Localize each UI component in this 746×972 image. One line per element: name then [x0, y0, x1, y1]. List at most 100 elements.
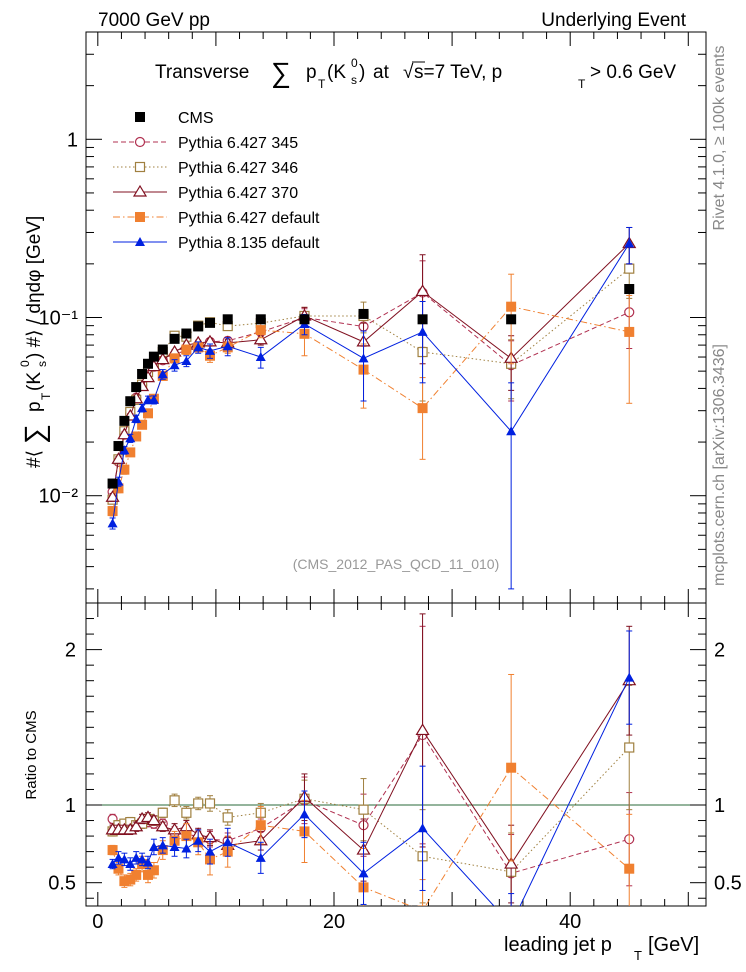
ratio-pythia-6-427-370 [105, 613, 637, 904]
title-k-open: (K [327, 62, 346, 83]
legend-marker [135, 112, 145, 122]
data-point [358, 868, 369, 878]
ylabel-sum: ∑ [19, 424, 50, 444]
data-point [255, 852, 266, 862]
ratio-y-tick-label-right: 2 [714, 640, 725, 662]
data-point [193, 798, 204, 809]
legend-marker [134, 161, 146, 173]
data-point [157, 840, 168, 850]
legend: CMS Pythia 6.427 345 Pythia 6.427 346 Pythi… [113, 110, 320, 252]
legend-marker [134, 136, 146, 148]
data-point [155, 352, 170, 365]
data-point [358, 353, 369, 363]
legend-entry: Pythia 6.427 default [113, 210, 320, 227]
data-point [107, 506, 118, 517]
ratio-y-tick-label: 2 [65, 640, 76, 662]
legend-label: Pythia 6.427 345 [178, 135, 298, 152]
data-point [119, 464, 130, 475]
ylabel-k-sup: 0 [18, 360, 32, 367]
data-point [255, 325, 266, 336]
data-point [415, 723, 430, 736]
main-pythia-6-427-346 [107, 246, 635, 505]
data-point [113, 852, 124, 862]
xlabel-sub: T [634, 948, 642, 963]
x-tick-label: 0 [92, 911, 103, 933]
data-point [222, 314, 233, 325]
ratio-y-tick-label-right: 1 [714, 795, 725, 817]
ylabel-p-sub: T [39, 392, 53, 400]
main-y-axis-label: #⟨ ∑ p T (K s 0 ) #⟩ / dηdφ [GeV] [18, 216, 53, 468]
legend-entry: Pythia 8.135 default [113, 235, 320, 252]
data-point [125, 447, 136, 458]
main-pythia-6-427-default [107, 273, 635, 517]
data-point [143, 857, 153, 867]
legend-marker [132, 184, 148, 197]
data-point [358, 804, 369, 815]
main-series [105, 226, 637, 590]
data-point [417, 326, 428, 336]
rivet-annotation: Rivet 4.1.0, ≥ 100k events [711, 46, 728, 231]
series-line [112, 747, 630, 873]
data-point [624, 742, 635, 753]
data-point [148, 394, 159, 404]
data-point [107, 518, 118, 528]
data-point [181, 807, 192, 818]
x-axis-label: leading jet p T [GeV] [504, 934, 699, 963]
data-point [417, 823, 428, 833]
data-point [137, 403, 148, 413]
series-line [112, 243, 630, 524]
ratio-y-tick-label: 0.5 [48, 873, 76, 895]
title-cut-sub: T [578, 77, 586, 91]
data-point [506, 301, 517, 312]
data-point [255, 352, 266, 362]
data-point [131, 852, 142, 862]
data-point [624, 263, 635, 274]
data-point [107, 478, 118, 489]
mcplots-annotation: mcplots.cern.ch [arXiv:1306.3436] [711, 344, 728, 586]
ratio-y-tick-label: 1 [65, 795, 76, 817]
data-point [157, 344, 168, 355]
data-point [143, 869, 153, 880]
data-point [169, 333, 180, 344]
data-point [117, 427, 132, 440]
main-y-tick-label: 10⁻² [39, 486, 79, 508]
data-point [222, 837, 233, 847]
data-point [358, 308, 369, 319]
legend-marker [135, 212, 145, 222]
ratio-panel-frame [85, 602, 707, 907]
data-point [205, 317, 215, 328]
xlabel-unit: [GeV] [648, 934, 699, 956]
data-point [417, 403, 428, 414]
data-point [222, 812, 233, 823]
data-point [131, 382, 142, 393]
data-point [504, 856, 519, 869]
title-k-close: ) [359, 62, 365, 83]
main-axes: 10⁻² 10⁻¹ 1 [39, 31, 706, 603]
data-point [131, 431, 142, 442]
data-point [255, 314, 266, 325]
legend-marker [135, 237, 145, 246]
data-point [181, 328, 192, 339]
data-point [137, 368, 148, 379]
data-point [125, 874, 136, 885]
legend-entry: Pythia 6.427 345 [113, 135, 298, 152]
header-left: 7000 GeV pp [98, 10, 210, 31]
legend-label: CMS [178, 110, 214, 127]
data-point [146, 813, 161, 826]
data-point [143, 408, 153, 419]
main-pythia-6-427-345 [107, 260, 635, 498]
title-p: p [306, 62, 317, 83]
analysis-watermark: (CMS_2012_PAS_QCD_11_010) [293, 556, 500, 572]
legend-entry: Pythia 6.427 346 [113, 160, 298, 177]
data-point [148, 351, 159, 362]
data-point [222, 341, 233, 351]
data-point [299, 314, 310, 325]
series-line [112, 268, 630, 500]
data-point [253, 332, 268, 345]
data-point [148, 841, 159, 851]
x-tick-label: 40 [559, 911, 581, 933]
title-prefix: Transverse [155, 62, 249, 83]
data-point [506, 426, 517, 436]
data-point [624, 284, 635, 295]
